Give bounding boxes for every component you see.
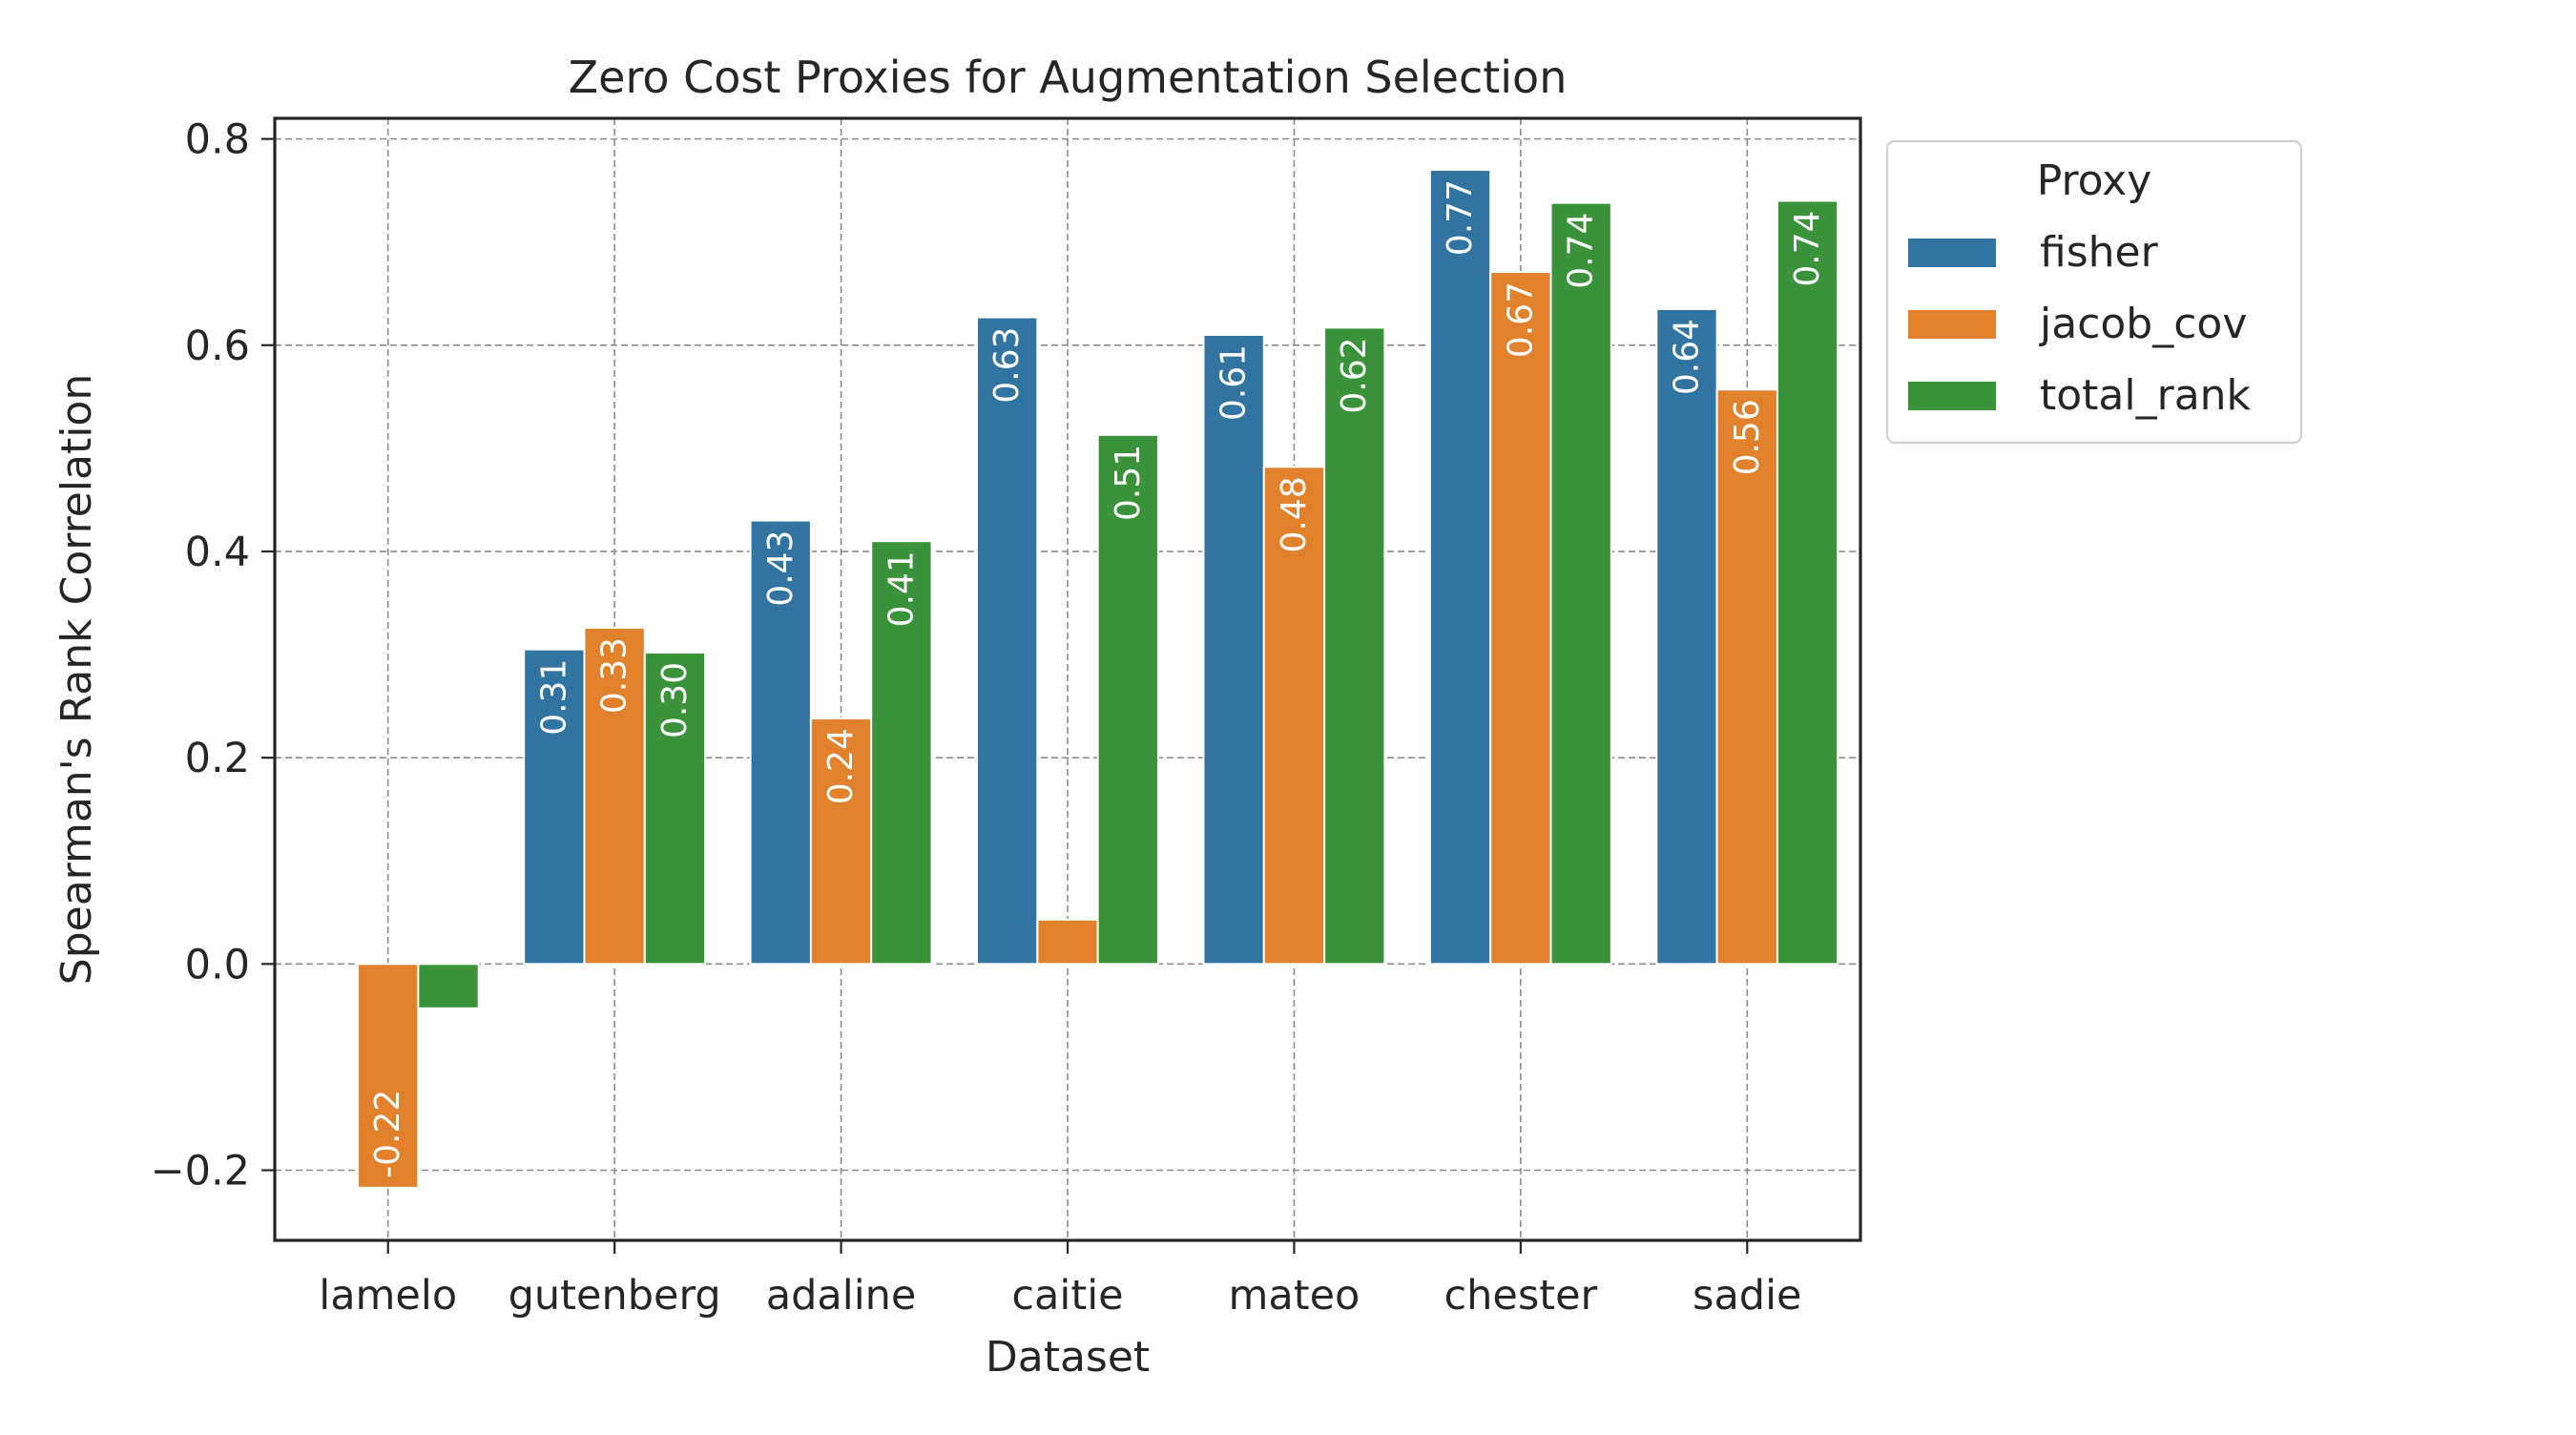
bar-value-label: -0.22 bbox=[368, 1090, 407, 1178]
legend-frame bbox=[1885, 139, 2303, 445]
legend: Proxy fisher jacob_cov total_rank bbox=[1885, 139, 2303, 445]
x-tick-label: gutenberg bbox=[509, 1272, 721, 1320]
bar-total_rank-adaline bbox=[870, 540, 933, 966]
bar-jacob_cov-sadie bbox=[1715, 388, 1778, 966]
bar-value-label: 0.41 bbox=[882, 551, 921, 627]
legend-label-jacob_cov: jacob_cov bbox=[2039, 300, 2247, 348]
legend-title: Proxy bbox=[2037, 156, 2152, 205]
bar-labels-layer: 0.31 0.43 0.63 0.61 0.77 0.64 -0.22 0.33 0.24 0.4… bbox=[368, 179, 1827, 1178]
bar-value-label: 0.77 bbox=[1441, 179, 1480, 256]
bar-value-label: 0.74 bbox=[1788, 210, 1827, 286]
ticks-layer: −0.2 0.0 0.2 0.4 0.6 0.8 lamelo gutenberg adalin… bbox=[151, 116, 1802, 1320]
bar-value-label: 0.31 bbox=[534, 659, 573, 736]
legend-swatch-total_rank bbox=[1908, 382, 1996, 410]
bar-value-label: 0.62 bbox=[1335, 337, 1374, 413]
bar-value-label: 0.67 bbox=[1501, 281, 1540, 358]
bar-jacob_cov-gutenberg bbox=[583, 626, 646, 966]
bar-fisher-chester bbox=[1428, 169, 1492, 966]
bar-total_rank-caitie bbox=[1096, 433, 1159, 966]
bars-layer bbox=[357, 169, 1839, 1189]
bar-fisher-mateo bbox=[1202, 333, 1265, 966]
x-axis-label: Dataset bbox=[986, 1333, 1150, 1382]
bar-fisher-gutenberg bbox=[523, 648, 586, 966]
legend-items: fisher jacob_cov total_rank bbox=[1908, 228, 2252, 420]
bar-jacob_cov-lamelo bbox=[357, 963, 420, 1189]
y-tick-label: 0.2 bbox=[185, 735, 250, 782]
x-tick-label: mateo bbox=[1228, 1272, 1360, 1320]
bar-total_rank-gutenberg bbox=[643, 651, 707, 966]
y-tick-label: 0.8 bbox=[185, 116, 250, 164]
grid-layer bbox=[275, 118, 1860, 1240]
y-tick-label: 0.4 bbox=[185, 529, 250, 576]
x-tick-label: adaline bbox=[766, 1272, 917, 1320]
bar-value-label: 0.61 bbox=[1215, 344, 1254, 421]
bar-value-label: 0.30 bbox=[655, 662, 695, 738]
bar-value-label: 0.56 bbox=[1728, 399, 1767, 475]
bar-value-label: 0.51 bbox=[1109, 445, 1148, 521]
bar-jacob_cov-mateo bbox=[1262, 466, 1326, 966]
bar-fisher-caitie bbox=[976, 316, 1039, 966]
legend-swatch-jacob_cov bbox=[1908, 310, 1996, 339]
bar-jacob_cov-chester bbox=[1489, 271, 1552, 966]
y-axis-label: Spearman's Rank Correlation bbox=[52, 374, 101, 985]
x-tick-label: lamelo bbox=[319, 1272, 457, 1320]
bar-value-label: 0.74 bbox=[1562, 213, 1601, 289]
x-tick-label: chester bbox=[1444, 1272, 1597, 1320]
bar-jacob_cov-adaline bbox=[809, 718, 873, 966]
bar-total_rank-sadie bbox=[1776, 199, 1839, 966]
x-tick-label: sadie bbox=[1693, 1272, 1801, 1320]
bar-value-label: 0.24 bbox=[821, 728, 861, 804]
bar-fisher-sadie bbox=[1655, 307, 1718, 966]
y-tick-label: 0.0 bbox=[185, 941, 250, 988]
bar-jacob_cov-caitie bbox=[1036, 918, 1099, 966]
bar-value-label: 0.63 bbox=[987, 327, 1027, 404]
y-tick-label: −0.2 bbox=[151, 1148, 250, 1196]
legend-label-fisher: fisher bbox=[2040, 228, 2159, 277]
bar-total_rank-chester bbox=[1549, 201, 1612, 966]
x-tick-label: caitie bbox=[1011, 1272, 1123, 1320]
bar-value-label: 0.33 bbox=[595, 637, 634, 714]
chart-title: Zero Cost Proxies for Augmentation Selec… bbox=[569, 52, 1568, 103]
legend-swatch-fisher bbox=[1908, 239, 1996, 267]
bar-total_rank-lamelo bbox=[417, 963, 480, 1009]
bar-total_rank-mateo bbox=[1323, 326, 1386, 966]
y-tick-label: 0.6 bbox=[185, 322, 250, 370]
bar-value-label: 0.43 bbox=[761, 530, 800, 607]
bar-value-label: 0.64 bbox=[1667, 319, 1706, 395]
bar-value-label: 0.48 bbox=[1275, 476, 1314, 552]
legend-label-total_rank: total_rank bbox=[2040, 371, 2252, 420]
